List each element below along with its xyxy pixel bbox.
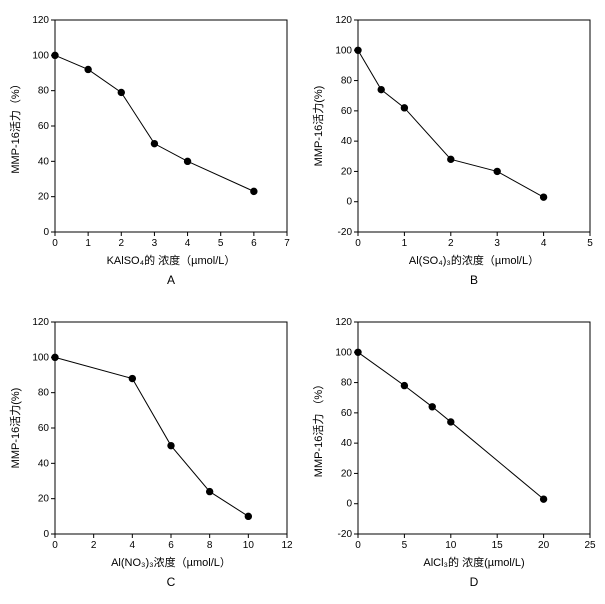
svg-text:4: 4: [540, 238, 546, 249]
svg-text:7: 7: [284, 238, 290, 249]
svg-text:0: 0: [346, 499, 352, 510]
svg-text:60: 60: [38, 121, 50, 132]
plot-B: 012345-20020406080100120Al(SO₄)₃的浓度（µmol…: [303, 0, 605, 302]
svg-text:0: 0: [43, 227, 49, 238]
svg-text:MMP-16活力（%）: MMP-16活力（%）: [9, 78, 22, 173]
svg-text:5: 5: [401, 540, 407, 551]
svg-text:-20: -20: [337, 227, 352, 238]
plot-C: 024681012020406080100120Al(NO₃)₃浓度（µmol/…: [0, 302, 302, 604]
svg-text:100: 100: [335, 45, 352, 56]
svg-text:0: 0: [43, 529, 49, 540]
svg-text:B: B: [469, 273, 477, 287]
svg-text:6: 6: [251, 238, 257, 249]
svg-text:10: 10: [243, 540, 255, 551]
panel-D: 0510152025-20020406080100120AlCl₃的 浓度(µm…: [303, 302, 605, 604]
svg-text:60: 60: [38, 423, 50, 434]
svg-text:80: 80: [340, 76, 352, 87]
svg-text:3: 3: [152, 238, 158, 249]
svg-text:120: 120: [32, 317, 49, 328]
svg-text:4: 4: [130, 540, 136, 551]
svg-text:20: 20: [38, 192, 50, 203]
svg-text:Al(SO₄)₃的浓度（µmol/L）: Al(SO₄)₃的浓度（µmol/L）: [408, 253, 538, 267]
svg-text:100: 100: [32, 50, 49, 61]
svg-text:MMP-16活力(%): MMP-16活力(%): [312, 86, 325, 167]
svg-text:20: 20: [340, 166, 352, 177]
svg-text:4: 4: [185, 238, 191, 249]
svg-text:MMP-16活力(%): MMP-16活力(%): [9, 388, 22, 469]
panel-A: 0 1 2 3 4 5 6 7 0 20 40 60 80 100 120 KAlSO₄的 浓度（µmol/L…: [0, 0, 303, 302]
svg-text:120: 120: [32, 15, 49, 26]
svg-text:A: A: [167, 273, 175, 287]
svg-text:60: 60: [340, 106, 352, 117]
svg-text:40: 40: [38, 458, 50, 469]
chart-grid: 01234567020406080100120KAlSO₄的 浓度（µmol/L…: [0, 0, 605, 604]
svg-text:25: 25: [584, 540, 596, 551]
svg-text:60: 60: [340, 408, 352, 419]
plot-D: 0510152025-20020406080100120AlCl₃的 浓度(µm…: [303, 302, 605, 604]
svg-text:0: 0: [346, 197, 352, 208]
plot-A: 0 1 2 3 4 5 6 7 0 20 40 60 80 100 120 KAlSO₄的 浓度（µmol/L…: [0, 0, 302, 302]
svg-text:120: 120: [335, 317, 352, 328]
svg-text:12: 12: [281, 540, 293, 551]
svg-text:2: 2: [448, 238, 454, 249]
svg-text:0: 0: [355, 238, 361, 249]
svg-text:MMP-16活力 （%）: MMP-16活力 （%）: [312, 379, 325, 477]
svg-text:C: C: [167, 575, 176, 589]
svg-text:Al(NO₃)₃浓度（µmol/L）: Al(NO₃)₃浓度（µmol/L）: [111, 555, 231, 569]
svg-text:80: 80: [38, 86, 50, 97]
svg-text:3: 3: [494, 238, 500, 249]
svg-text:KAlSO₄的 浓度（µmol/L）: KAlSO₄的 浓度（µmol/L）: [107, 253, 236, 267]
svg-text:D: D: [469, 575, 478, 589]
svg-text:10: 10: [445, 540, 457, 551]
svg-text:15: 15: [491, 540, 503, 551]
svg-text:AlCl₃的 浓度(µmol/L): AlCl₃的 浓度(µmol/L): [423, 555, 524, 569]
svg-text:40: 40: [340, 136, 352, 147]
svg-text:0: 0: [52, 238, 58, 249]
svg-text:1: 1: [401, 238, 407, 249]
svg-text:20: 20: [538, 540, 550, 551]
svg-text:6: 6: [168, 540, 174, 551]
panel-B: 012345-20020406080100120Al(SO₄)₃的浓度（µmol…: [303, 0, 605, 302]
svg-text:0: 0: [355, 540, 361, 551]
svg-text:40: 40: [340, 438, 352, 449]
svg-text:100: 100: [335, 347, 352, 358]
svg-text:5: 5: [218, 238, 224, 249]
svg-text:-20: -20: [337, 529, 352, 540]
svg-text:40: 40: [38, 156, 50, 167]
svg-text:0: 0: [52, 540, 58, 551]
panel-C: 024681012020406080100120Al(NO₃)₃浓度（µmol/…: [0, 302, 303, 604]
svg-text:80: 80: [38, 388, 50, 399]
svg-text:5: 5: [587, 238, 593, 249]
svg-text:1: 1: [85, 238, 91, 249]
svg-text:2: 2: [91, 540, 97, 551]
svg-text:100: 100: [32, 352, 49, 363]
svg-text:120: 120: [335, 15, 352, 26]
svg-text:20: 20: [38, 494, 50, 505]
svg-text:8: 8: [207, 540, 213, 551]
svg-text:80: 80: [340, 378, 352, 389]
svg-text:20: 20: [340, 468, 352, 479]
svg-text:2: 2: [119, 238, 125, 249]
